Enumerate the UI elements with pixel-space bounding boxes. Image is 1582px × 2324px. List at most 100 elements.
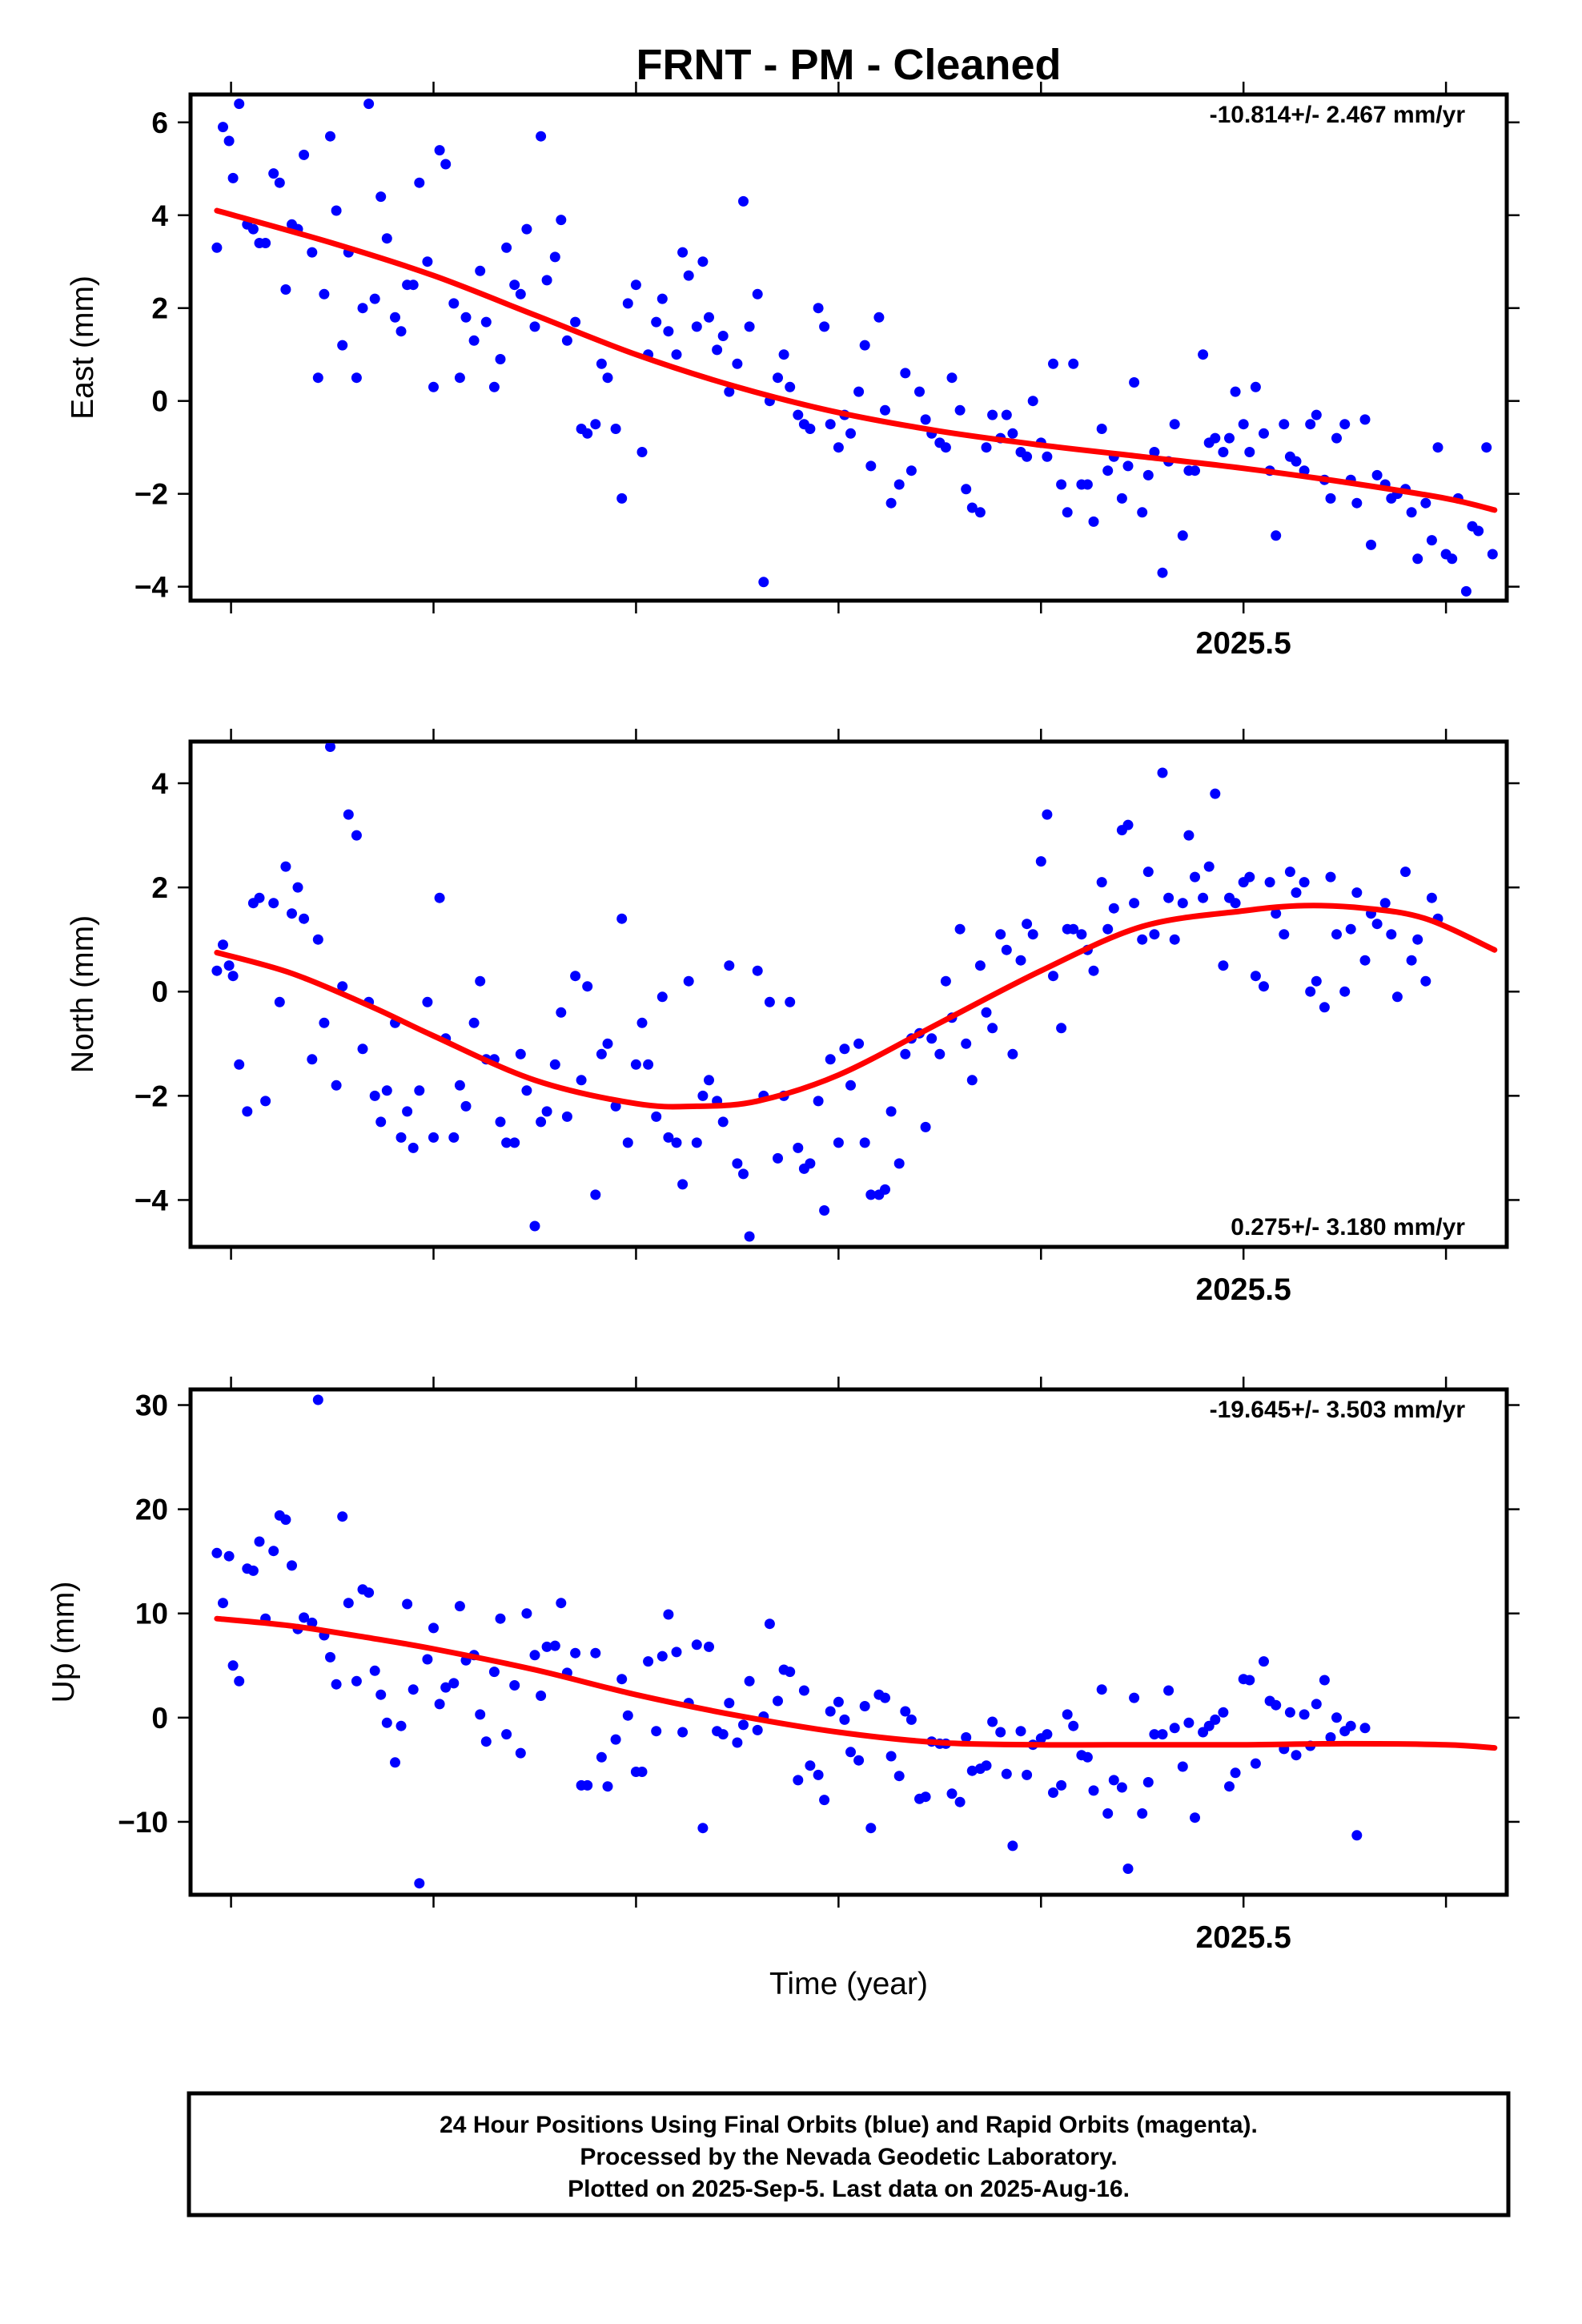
up-data-point <box>1102 1808 1114 1819</box>
up-data-point <box>521 1608 532 1619</box>
north-data-point <box>1022 919 1033 930</box>
north-data-point <box>1137 934 1148 945</box>
east-data-point <box>859 340 870 351</box>
north-data-point <box>663 1132 674 1143</box>
north-data-point <box>885 1106 897 1117</box>
east-data-point <box>363 99 375 110</box>
north-data-point <box>351 830 362 841</box>
north-data-point <box>1102 923 1114 935</box>
east-data-point <box>325 131 335 142</box>
up-data-point <box>1177 1761 1188 1772</box>
east-data-point <box>610 424 621 434</box>
north-data-point <box>454 1080 465 1091</box>
east-ytick-label: 4 <box>151 199 168 232</box>
north-data-point <box>576 1075 587 1086</box>
east-data-point <box>1137 507 1148 518</box>
north-data-point <box>738 1168 749 1180</box>
up-data-point <box>211 1547 223 1558</box>
east-data-point <box>1190 465 1200 476</box>
north-data-point <box>853 1038 865 1049</box>
north-data-point <box>408 1142 419 1153</box>
up-data-point <box>966 1765 978 1776</box>
north-data-point <box>1169 934 1180 945</box>
east-data-point <box>1432 442 1443 453</box>
up-data-point <box>677 1727 689 1738</box>
up-data-point <box>954 1796 966 1807</box>
up-data-point <box>671 1647 682 1658</box>
east-data-point <box>396 326 407 337</box>
up-rate-label: -19.645+/- 3.503 mm/yr <box>1210 1397 1466 1423</box>
north-data-point <box>1042 809 1053 820</box>
east-data-point <box>793 409 804 420</box>
east-data-point <box>1447 553 1458 565</box>
north-data-point <box>1359 955 1371 966</box>
north-data-point <box>1056 1023 1067 1034</box>
north-data-point <box>1149 929 1160 940</box>
east-data-point <box>1056 479 1067 490</box>
east-data-point <box>819 321 830 332</box>
north-data-point <box>752 965 763 976</box>
up-data-point <box>905 1714 917 1725</box>
east-data-point <box>1271 530 1282 541</box>
footer-box: 24 Hour Positions Using Final Orbits (bl… <box>187 2091 1511 2217</box>
north-data-point <box>260 1096 271 1107</box>
north-data-point <box>1142 866 1154 878</box>
up-data-point <box>312 1394 323 1405</box>
up-ytick-label: 20 <box>135 1494 168 1526</box>
east-data-point <box>845 428 856 439</box>
north-data-point <box>274 996 285 1007</box>
north-data-point <box>1157 767 1168 778</box>
east-ytick-label: 2 <box>151 292 168 325</box>
east-y-axis-label: East (mm) <box>66 275 100 420</box>
up-data-point <box>636 1767 648 1777</box>
east-data-point <box>651 316 662 328</box>
north-data-point <box>501 1137 512 1148</box>
east-data-point <box>414 177 425 188</box>
up-data-point <box>813 1769 824 1780</box>
east-data-point <box>1068 358 1079 369</box>
north-data-point <box>268 898 279 909</box>
north-data-point <box>357 1043 368 1055</box>
up-data-point <box>764 1618 775 1630</box>
east-data-point <box>865 460 877 472</box>
east-data-point <box>556 215 567 226</box>
up-data-point <box>414 1878 425 1889</box>
east-data-point <box>1088 516 1099 527</box>
north-data-point <box>1325 871 1336 883</box>
east-data-point <box>1279 419 1290 430</box>
north-data-point <box>590 1189 601 1200</box>
north-data-point <box>549 1059 560 1070</box>
up-ytick-label: −10 <box>118 1806 168 1839</box>
north-data-point <box>1218 960 1229 971</box>
north-data-point <box>1284 866 1295 878</box>
up-data-point <box>987 1716 998 1727</box>
east-data-point <box>622 298 633 309</box>
north-data-point <box>287 908 297 919</box>
up-data-point <box>247 1565 259 1576</box>
east-data-point <box>460 312 472 323</box>
east-fit-line <box>214 207 1498 513</box>
up-data-point <box>515 1747 526 1759</box>
up-data-point <box>853 1755 865 1766</box>
up-data-point <box>422 1654 433 1665</box>
east-data-point <box>1122 460 1134 472</box>
north-data-point <box>793 1142 804 1153</box>
north-data-point <box>1129 898 1140 909</box>
up-ytick-label: 0 <box>151 1702 168 1735</box>
up-data-point <box>1351 1830 1363 1841</box>
east-data-point <box>408 279 419 291</box>
up-data-point <box>440 1682 452 1693</box>
east-data-point <box>1129 377 1140 388</box>
up-panel: 30 20 10 0 −10 2025.5 Up (mm) -19.645+/- 3.503 … <box>46 1377 1520 1955</box>
east-data-point <box>636 447 648 457</box>
up-data-point <box>268 1546 279 1557</box>
north-data-point <box>934 1048 946 1059</box>
east-data-point <box>656 293 668 304</box>
east-data-point <box>234 99 245 110</box>
north-data-point <box>1007 1048 1018 1059</box>
north-data-point <box>697 1090 709 1101</box>
x-axis-label: Time (year) <box>769 1967 928 2001</box>
east-data-point <box>987 409 998 420</box>
north-data-point <box>819 1205 830 1216</box>
